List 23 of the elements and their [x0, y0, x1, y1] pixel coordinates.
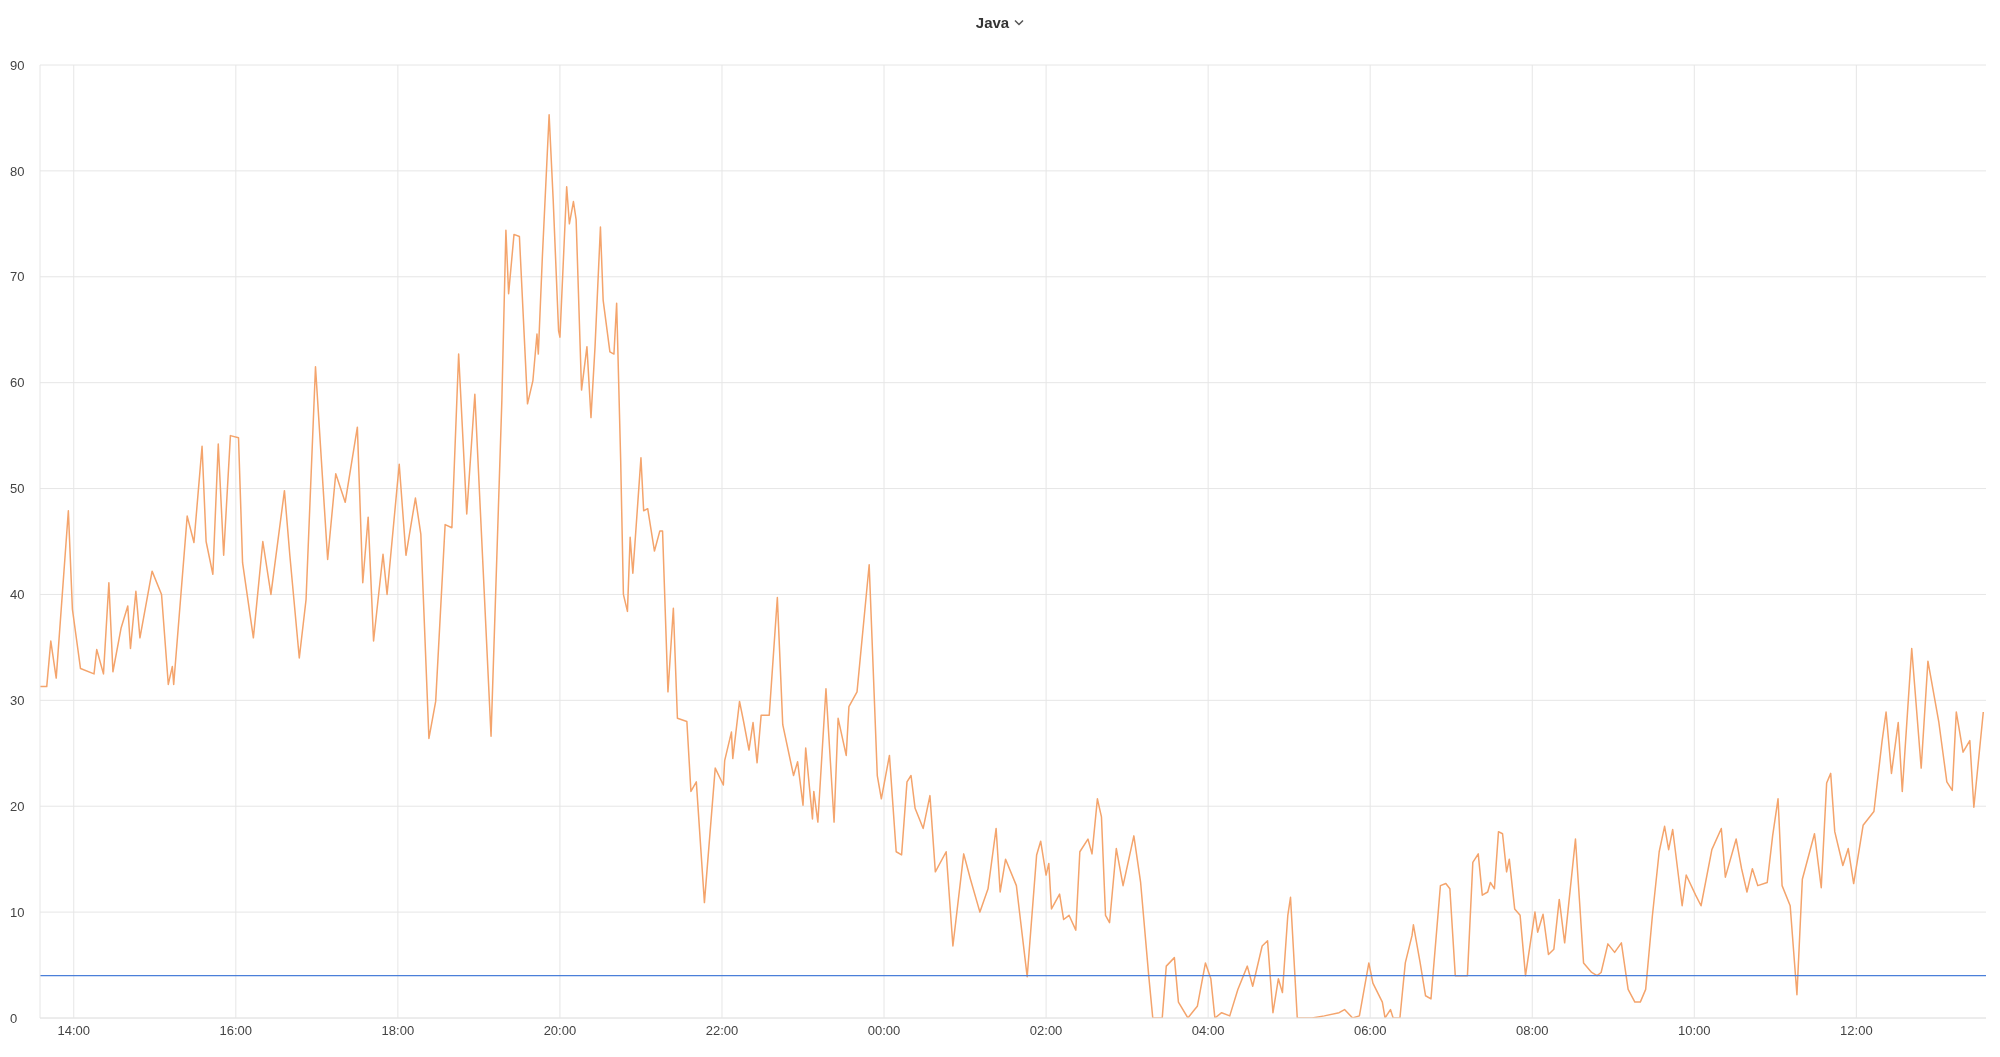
y-tick-label: 30 [10, 692, 25, 708]
x-tick-label: 08:00 [1515, 1023, 1549, 1039]
x-tick-label: 16:00 [219, 1023, 253, 1039]
y-tick-label: 20 [10, 798, 25, 814]
y-tick-label: 0 [10, 1010, 18, 1026]
x-tick-label: 22:00 [705, 1023, 739, 1039]
chart-title: Java [975, 14, 1010, 31]
x-tick-label: 06:00 [1353, 1023, 1387, 1039]
y-tick-label: 40 [10, 587, 25, 603]
x-tick-label: 20:00 [543, 1023, 577, 1039]
y-tick-label: 80 [10, 163, 25, 179]
x-tick-label: 04:00 [1191, 1023, 1225, 1039]
y-tick-label: 70 [10, 269, 25, 285]
y-tick-label: 10 [10, 904, 25, 920]
x-tick-label: 00:00 [867, 1023, 901, 1039]
y-tick-label: 60 [10, 375, 25, 391]
x-tick-label: 14:00 [57, 1023, 91, 1039]
x-tick-label: 12:00 [1840, 1023, 1873, 1039]
y-tick-label: 90 [10, 57, 25, 73]
x-tick-label: 18:00 [381, 1023, 415, 1039]
x-tick-label: 02:00 [1029, 1023, 1063, 1039]
y-tick-label: 50 [10, 481, 25, 497]
x-tick-label: 10:00 [1678, 1023, 1711, 1039]
